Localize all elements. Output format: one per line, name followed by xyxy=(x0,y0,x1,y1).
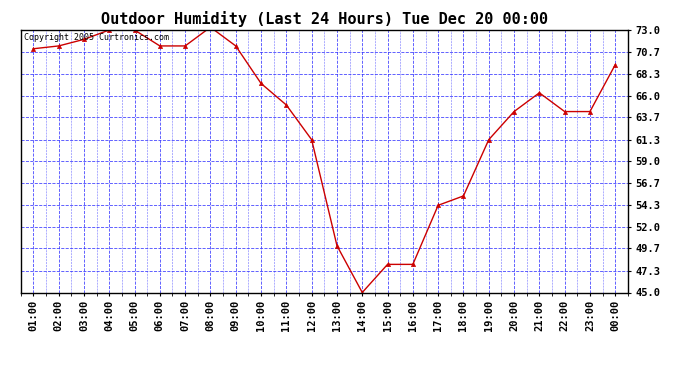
Text: Copyright 2005 Curtronics.com: Copyright 2005 Curtronics.com xyxy=(23,33,169,42)
Title: Outdoor Humidity (Last 24 Hours) Tue Dec 20 00:00: Outdoor Humidity (Last 24 Hours) Tue Dec… xyxy=(101,12,548,27)
